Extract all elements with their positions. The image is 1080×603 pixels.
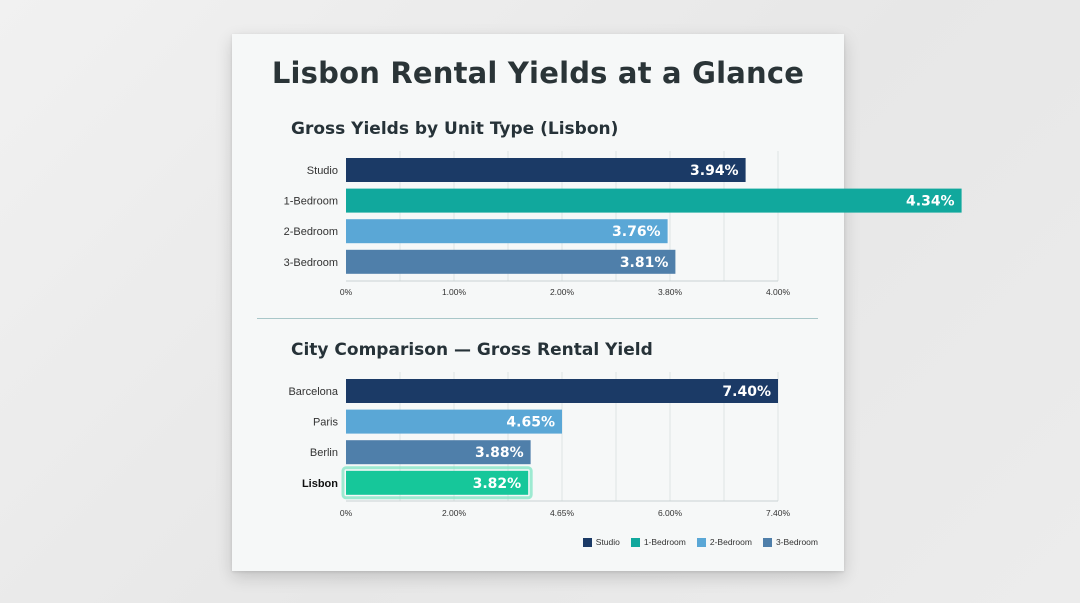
value-label: 3.94% <box>690 163 739 179</box>
legend: Studio 1-Bedroom 2-Bedroom 3-Bedroom <box>582 537 818 547</box>
legend-swatch <box>696 537 706 547</box>
legend-swatch <box>762 537 772 547</box>
legend-item-2-bedroom: 2-Bedroom <box>696 537 752 547</box>
category-label: Lisbon <box>302 478 338 490</box>
legend-item-studio: Studio <box>582 537 620 547</box>
bar-3-bedroom <box>346 249 676 274</box>
legend-label: 1-Bedroom <box>643 537 686 547</box>
bar-paris <box>346 409 562 434</box>
x-tick-label: 3.80% <box>658 287 683 297</box>
value-label: 3.76% <box>612 224 661 240</box>
chart-2-title: City Comparison — Gross Rental Yield <box>291 340 653 360</box>
chart-1-title: Gross Yields by Unit Type (Lisbon) <box>291 119 619 139</box>
section-divider <box>257 318 818 319</box>
legend-label: 3-Bedroom <box>775 537 818 547</box>
legend-item-1-bedroom: 1-Bedroom <box>630 537 686 547</box>
category-label: 1-Bedroom <box>284 196 338 208</box>
value-label: 7.40% <box>722 384 771 400</box>
legend-swatch <box>630 537 640 547</box>
value-label: 3.88% <box>475 445 524 461</box>
x-tick-label: 1.00% <box>442 287 467 297</box>
value-label: 4.34% <box>906 194 955 210</box>
x-tick-label: 4.00% <box>766 287 791 297</box>
page-title: Lisbon Rental Yields at a Glance <box>271 56 805 90</box>
bar-studio <box>346 158 746 182</box>
x-tick-label: 2.00% <box>550 287 575 297</box>
bar-2-bedroom <box>346 219 668 244</box>
category-label: Paris <box>313 417 339 429</box>
x-tick-label: 2.00% <box>442 508 467 518</box>
category-label: Barcelona <box>288 386 338 398</box>
value-label: 4.65% <box>506 415 555 431</box>
bar-barcelona <box>346 379 778 403</box>
bar-lisbon <box>346 470 529 495</box>
category-label: Berlin <box>310 447 338 459</box>
x-tick-label: 7.40% <box>766 508 791 518</box>
category-label: Studio <box>307 165 338 177</box>
legend-label: 2-Bedroom <box>709 537 752 547</box>
category-label: 3-Bedroom <box>284 257 338 269</box>
legend-label: Studio <box>595 537 620 547</box>
legend-swatch <box>582 537 592 547</box>
bar-1-bedroom <box>346 188 962 213</box>
x-tick-label: 0% <box>340 287 353 297</box>
x-tick-label: 0% <box>340 508 353 518</box>
bar-berlin <box>346 440 531 465</box>
value-label: 3.82% <box>473 476 522 492</box>
highlight-glow <box>341 466 533 500</box>
legend-item-3-bedroom: 3-Bedroom <box>762 537 818 547</box>
x-tick-label: 4.65% <box>550 508 575 518</box>
chart-card <box>232 34 844 571</box>
category-label: 2-Bedroom <box>284 226 338 238</box>
x-tick-label: 6.00% <box>658 508 683 518</box>
value-label: 3.81% <box>620 255 669 271</box>
